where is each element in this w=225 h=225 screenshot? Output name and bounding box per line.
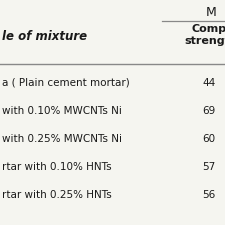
Text: M: M [206,6,217,19]
Text: 57: 57 [202,162,216,172]
Text: Compr
strength: Compr strength [185,24,225,46]
Text: 69: 69 [202,106,216,116]
Text: le of mixture: le of mixture [2,30,87,43]
Text: rtar with 0.10% HNTs: rtar with 0.10% HNTs [2,162,112,172]
Text: a ( Plain cement mortar): a ( Plain cement mortar) [2,78,130,88]
Text: 56: 56 [202,190,216,200]
Text: rtar with 0.25% HNTs: rtar with 0.25% HNTs [2,190,112,200]
Text: with 0.10% MWCNTs Ni: with 0.10% MWCNTs Ni [2,106,122,116]
Text: with 0.25% MWCNTs Ni: with 0.25% MWCNTs Ni [2,134,122,144]
Text: 44: 44 [202,78,216,88]
Text: 60: 60 [202,134,216,144]
